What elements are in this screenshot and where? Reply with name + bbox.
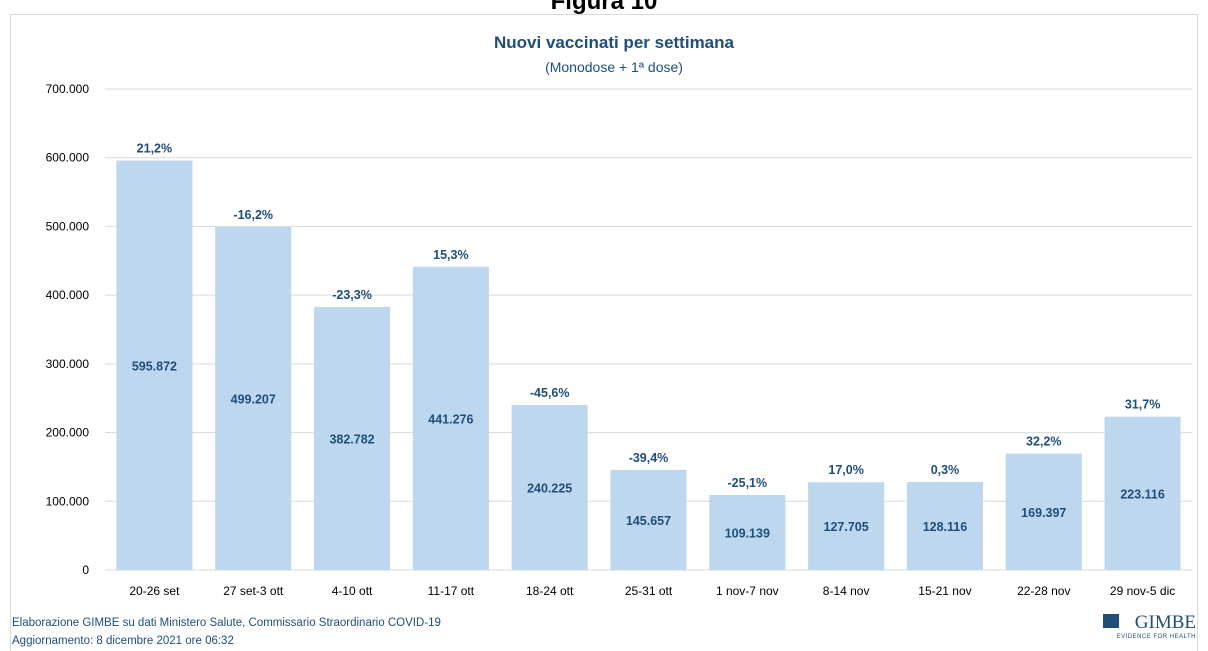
x-tick-label: 27 set-3 ott: [223, 584, 284, 598]
value-label: 109.139: [725, 527, 770, 541]
x-tick-label: 1 nov-7 nov: [716, 584, 779, 598]
logo-icon: [1103, 614, 1119, 628]
x-tick-label: 20-26 set: [129, 584, 180, 598]
bar: [610, 469, 687, 570]
change-label: 21,2%: [137, 142, 172, 156]
y-tick-label: 600.000: [46, 151, 90, 165]
change-label: 32,2%: [1026, 435, 1061, 449]
change-label: 15,3%: [433, 248, 468, 262]
value-label: 127.705: [824, 520, 869, 534]
bar: [116, 160, 193, 570]
change-label: -23,3%: [332, 288, 372, 302]
chart-frame: [10, 14, 1198, 651]
bar: [511, 404, 588, 570]
y-tick-label: 500.000: [46, 219, 90, 233]
bar: [1005, 453, 1082, 570]
chart-title: Nuovi vaccinati per settimana: [494, 33, 735, 52]
y-tick-label: 300.000: [46, 357, 90, 371]
figure-label: Figura 10: [551, 0, 658, 15]
value-label: 240.225: [527, 481, 572, 495]
change-label: -45,6%: [530, 386, 570, 400]
y-tick-label: 400.000: [46, 288, 90, 302]
value-label: 128.116: [923, 520, 968, 534]
x-tick-label: 29 nov-5 dic: [1110, 584, 1175, 598]
bar: [215, 226, 292, 570]
change-label: -25,1%: [728, 476, 768, 490]
logo: GIMBE: [1135, 612, 1196, 633]
logo-tagline: EVIDENCE FOR HEALTH: [1117, 634, 1196, 640]
source-note: Elaborazione GIMBE su dati Ministero Sal…: [12, 617, 441, 629]
y-tick-label: 100.000: [46, 494, 90, 508]
change-label: -39,4%: [629, 451, 669, 465]
x-tick-label: 22-28 nov: [1017, 584, 1070, 598]
x-tick-label: 15-21 nov: [918, 584, 971, 598]
value-label: 382.782: [329, 432, 374, 446]
x-tick-label: 25-31 ott: [625, 584, 673, 598]
value-label: 595.872: [132, 359, 177, 373]
value-label: 499.207: [231, 392, 276, 406]
y-tick-label: 200.000: [46, 426, 90, 440]
x-tick-label: 8-14 nov: [823, 584, 870, 598]
bar: [412, 266, 489, 570]
change-label: 0,3%: [931, 463, 960, 477]
change-label: -16,2%: [233, 208, 273, 222]
chart-subtitle: (Monodose + 1ª dose): [545, 59, 683, 75]
change-label: 31,7%: [1125, 398, 1160, 412]
bar: [906, 481, 983, 570]
x-tick-label: 4-10 ott: [332, 584, 373, 598]
x-tick-label: 11-17 ott: [428, 584, 475, 598]
change-label: 17,0%: [828, 463, 863, 477]
bar: [808, 482, 885, 570]
value-label: 169.397: [1021, 506, 1066, 520]
bar: [314, 306, 391, 570]
y-tick-label: 700.000: [46, 82, 90, 96]
value-label: 223.116: [1120, 487, 1165, 501]
y-tick-label: 0: [82, 563, 89, 577]
update-note: Aggiornamento: 8 dicembre 2021 ore 06:32: [12, 635, 234, 647]
bar: [1104, 416, 1181, 570]
value-label: 145.657: [626, 514, 671, 528]
x-tick-label: 18-24 ott: [526, 584, 574, 598]
value-label: 441.276: [428, 412, 473, 426]
bar: [709, 495, 786, 570]
